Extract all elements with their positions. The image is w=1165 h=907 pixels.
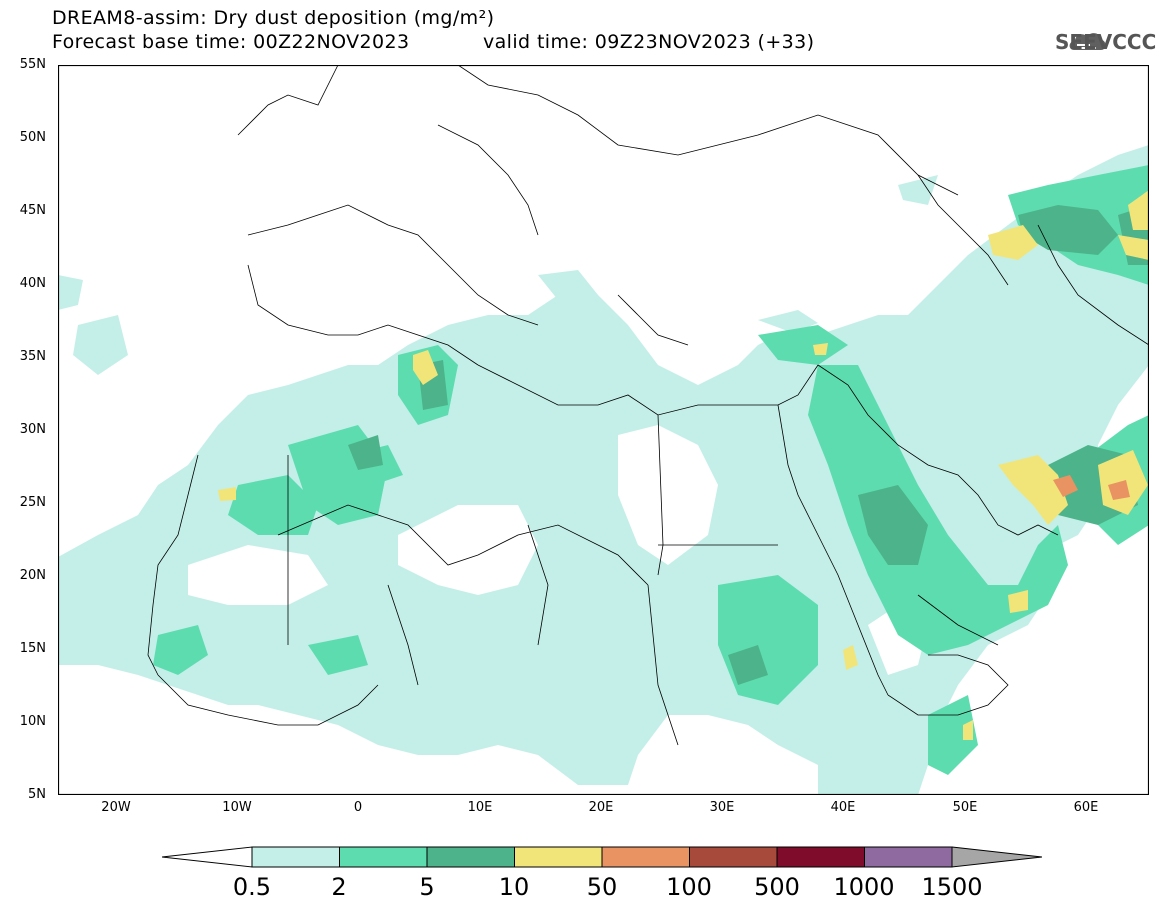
legend-swatch <box>864 846 953 868</box>
deposition-level-5 <box>1053 475 1130 500</box>
legend-label: 10 <box>498 873 530 901</box>
logo-text: SEEVCCC <box>1055 30 1157 54</box>
map-title: DREAM8-assim: Dry dust deposition (mg/m²… <box>52 7 495 29</box>
lon-tick: 20W <box>101 800 131 815</box>
color-legend-bar <box>162 846 1042 868</box>
legend-label: 50 <box>586 873 618 901</box>
valid-time: valid time: 09Z23NOV2023 (+33) <box>483 31 815 53</box>
legend-swatch <box>689 846 778 868</box>
lon-tick: 40E <box>830 800 856 815</box>
lon-tick: 10E <box>467 800 493 815</box>
legend-label: 5 <box>419 873 435 901</box>
lon-tick: 60E <box>1073 800 1099 815</box>
lat-tick: 45N <box>19 203 46 218</box>
lon-tick: 10W <box>222 800 252 815</box>
lat-tick: 20N <box>19 568 46 583</box>
deposition-level-2 <box>153 165 1149 775</box>
lat-tick: 55N <box>19 57 46 72</box>
legend-lower-arrow <box>162 846 253 868</box>
legend-swatch <box>339 846 428 868</box>
forecast-base-time: Forecast base time: 00Z22NOV2023 <box>52 31 410 53</box>
cloud-icon <box>1069 33 1106 50</box>
legend-upper-arrow <box>951 846 1042 868</box>
legend-swatch <box>514 846 603 868</box>
coastlines <box>147 65 1149 746</box>
dust-deposition-map <box>58 65 1149 795</box>
legend-swatch <box>251 846 340 868</box>
legend-label: 100 <box>666 873 712 901</box>
legend-swatch <box>601 846 690 868</box>
legend-label: 2 <box>331 873 347 901</box>
lat-tick: 25N <box>19 495 46 510</box>
map-frame <box>58 65 1149 795</box>
lon-tick: 20E <box>588 800 614 815</box>
lat-tick: 50N <box>19 130 46 145</box>
lat-tick: 40N <box>19 276 46 291</box>
lon-tick: 0 <box>353 800 363 815</box>
lat-tick: 35N <box>19 349 46 364</box>
lon-tick: 30E <box>709 800 735 815</box>
legend-label: 1000 <box>833 873 895 901</box>
lat-tick: 5N <box>28 787 46 802</box>
lon-tick: 50E <box>952 800 978 815</box>
lat-tick: 10N <box>19 714 46 729</box>
legend-label: 0.5 <box>232 873 272 901</box>
lat-tick: 15N <box>19 641 46 656</box>
legend-swatch <box>426 846 515 868</box>
legend-swatch <box>776 846 865 868</box>
lat-tick: 30N <box>19 422 46 437</box>
legend-label: 1500 <box>921 873 983 901</box>
legend-label: 500 <box>754 873 800 901</box>
